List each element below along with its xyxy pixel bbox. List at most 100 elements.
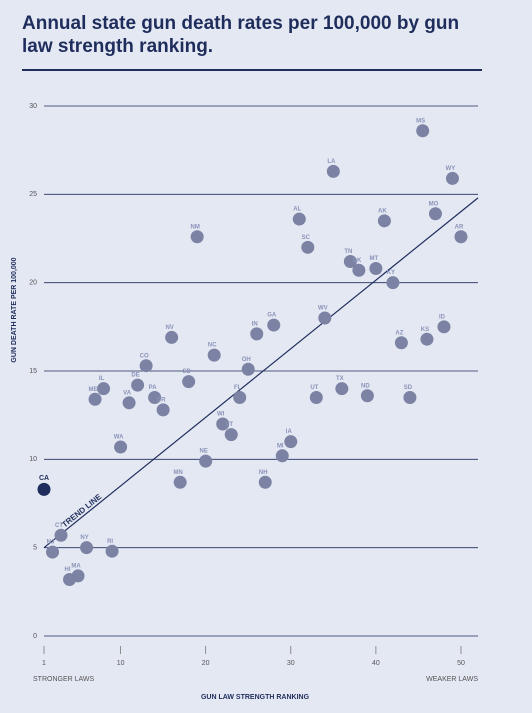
point-label: DE [131, 373, 139, 379]
point [428, 207, 442, 221]
point-label: WY [446, 166, 456, 172]
point-label: LA [327, 159, 336, 165]
point-label: NM [191, 224, 200, 230]
point [284, 435, 298, 449]
point-label: OR [157, 397, 167, 403]
point-label: NJ [47, 540, 55, 546]
x-tick-label: 1 [42, 660, 46, 667]
point [139, 359, 153, 373]
point [207, 348, 221, 362]
point [122, 396, 136, 410]
trend-line [43, 197, 479, 549]
y-tick-label: 20 [29, 280, 37, 287]
y-tick-label: 15 [29, 368, 37, 375]
point [454, 230, 468, 244]
chart-title: Annual state gun death rates per 100,000… [22, 13, 460, 57]
point-label: ID [439, 314, 446, 320]
point-label: SC [302, 235, 311, 241]
point-label: AZ [395, 330, 403, 336]
point [386, 276, 400, 290]
point [437, 320, 451, 334]
point [343, 254, 357, 268]
point-label: UT [310, 385, 318, 391]
point-label: ND [361, 383, 370, 389]
point [420, 332, 434, 346]
point-label: NV [165, 325, 173, 331]
point [182, 375, 196, 389]
point [369, 262, 383, 276]
point-label: NE [200, 449, 208, 455]
x-tick-label: 30 [287, 660, 295, 667]
point [224, 428, 238, 442]
point-label: OH [242, 357, 251, 363]
point-label: AK [378, 208, 387, 214]
title-rule [22, 69, 482, 71]
y-tick-label: 5 [33, 545, 37, 552]
highlight-label: CA [39, 475, 49, 482]
point-label: SD [404, 385, 413, 391]
point [173, 475, 187, 489]
point [267, 318, 281, 332]
point-label: IL [99, 376, 105, 382]
point [131, 378, 145, 392]
point-label: AL [293, 207, 301, 213]
point-label: SD [182, 369, 191, 375]
point [156, 403, 170, 417]
point [190, 230, 204, 244]
point [88, 392, 102, 406]
point [335, 382, 349, 396]
point [63, 572, 77, 586]
point-label: OK [352, 258, 362, 264]
point [275, 449, 289, 463]
point-label: GA [267, 313, 277, 319]
point-label: NH [259, 470, 268, 476]
point [105, 544, 119, 558]
point [199, 454, 213, 468]
point [360, 389, 374, 403]
point-label: HI [65, 567, 71, 573]
point [114, 440, 128, 454]
point [292, 212, 306, 226]
trend-line-label: TREND LINE [60, 492, 104, 530]
point [301, 240, 315, 254]
point [54, 528, 68, 542]
point-label: NC [208, 343, 217, 349]
point-label: WA [114, 435, 124, 441]
point-label: MO [429, 201, 439, 207]
point-label: KY [387, 270, 395, 276]
point-label: FL [234, 385, 242, 391]
highlight-point [37, 482, 51, 496]
point-label: KS [421, 327, 429, 333]
point [416, 124, 430, 138]
point [46, 545, 60, 559]
point [80, 541, 94, 555]
point-label: MT [370, 256, 379, 262]
x-axis-label: GUN LAW STRENGTH RANKING [201, 694, 310, 701]
point-label: CT [55, 523, 63, 529]
point [445, 171, 459, 185]
point [394, 336, 408, 350]
point-label: TX [336, 376, 344, 382]
point-label: WV [318, 306, 328, 312]
point [403, 391, 417, 404]
point [250, 327, 264, 341]
point-label: IN [252, 321, 258, 327]
point [352, 263, 366, 277]
y-tick-label: 0 [33, 633, 37, 640]
y-tick-label: 25 [29, 191, 37, 198]
point-label: VA [123, 390, 132, 396]
point-label: MS [416, 118, 425, 124]
point-label: NY [80, 535, 88, 541]
x-right-note: WEAKER LAWS [426, 676, 478, 683]
point [97, 382, 111, 396]
point [216, 417, 230, 431]
point [233, 391, 247, 404]
point [258, 475, 272, 489]
point [148, 391, 162, 404]
point [326, 164, 340, 178]
point-label: MN [173, 470, 182, 476]
point [241, 362, 255, 376]
point-label: WI [217, 412, 225, 418]
